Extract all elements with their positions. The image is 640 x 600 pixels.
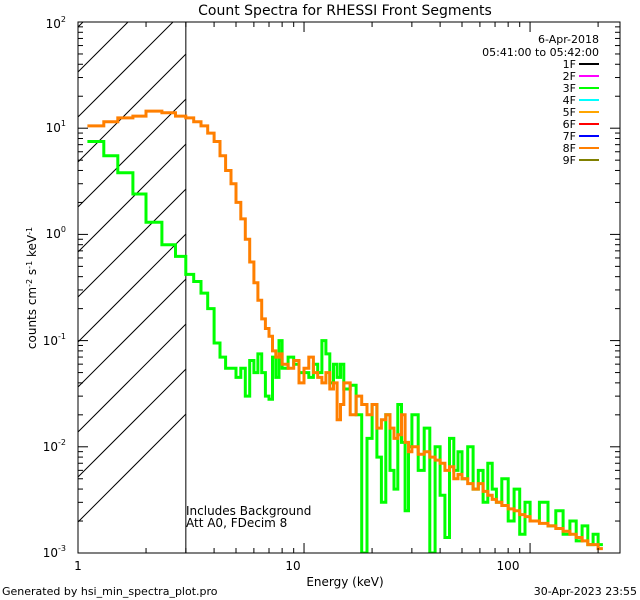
legend-entry-8F: 8F bbox=[563, 142, 599, 155]
series-3F bbox=[87, 140, 603, 553]
legend-entry-7F: 7F bbox=[563, 130, 599, 143]
hatch-line-11 bbox=[78, 188, 187, 298]
y-tick-label-1e1: 101 bbox=[46, 119, 66, 135]
legend-label-3F: 3F bbox=[563, 82, 576, 95]
axis-ticks bbox=[77, 21, 620, 554]
hatch-line-10 bbox=[78, 143, 187, 253]
x-tick-label-100: 100 bbox=[497, 559, 520, 573]
annotation-background: Includes Background bbox=[186, 504, 311, 518]
plot-background bbox=[78, 22, 620, 553]
y-tick-label-1e2: 102 bbox=[46, 15, 66, 31]
legend-label-5F: 5F bbox=[563, 106, 576, 119]
series-8F bbox=[87, 109, 603, 551]
hatch-line-12 bbox=[78, 233, 187, 343]
hatch-line-6 bbox=[78, 22, 129, 73]
legend-label-9F: 9F bbox=[563, 154, 576, 167]
y-axis-label: counts cm-2 s-1 keV-1 bbox=[25, 227, 40, 349]
excluded-region-hatch bbox=[78, 22, 187, 523]
series-group bbox=[87, 109, 603, 553]
y-tick-label-1e0: 100 bbox=[46, 225, 66, 241]
legend-entry-4F: 4F bbox=[563, 94, 599, 107]
annotation-attenuator: Att A0, FDecim 8 bbox=[186, 516, 287, 530]
y-tick-label-1e-2: 10-2 bbox=[43, 438, 66, 454]
x-tick-label-10: 10 bbox=[285, 559, 300, 573]
legend-label-2F: 2F bbox=[563, 70, 576, 83]
legend-entry-5F: 5F bbox=[563, 106, 599, 119]
footer-timestamp: 30-Apr-2023 23:55 bbox=[534, 585, 637, 598]
legend-entry-2F: 2F bbox=[563, 70, 599, 83]
legend-entry-9F: 9F bbox=[563, 154, 599, 167]
hatch-line-8 bbox=[78, 53, 187, 163]
legend-date: 6-Apr-2018 bbox=[538, 33, 599, 46]
legend-label-4F: 4F bbox=[563, 94, 576, 107]
plot-frame bbox=[77, 21, 621, 554]
legend-label-1F: 1F bbox=[563, 58, 576, 71]
hatch-line-9 bbox=[78, 98, 187, 208]
legend-entry-6F: 6F bbox=[563, 118, 599, 131]
legend-time-range: 05:41:00 to 05:42:00 bbox=[482, 46, 599, 59]
legend-entry-3F: 3F bbox=[563, 82, 599, 95]
y-tick-label-1e-3: 10-3 bbox=[43, 544, 66, 560]
hatch-line-15 bbox=[78, 368, 187, 478]
hatch-line-7 bbox=[78, 22, 174, 118]
legend-label-7F: 7F bbox=[563, 130, 576, 143]
hatch-line-13 bbox=[78, 278, 187, 388]
legend-label-6F: 6F bbox=[563, 118, 576, 131]
legend-label-8F: 8F bbox=[563, 142, 576, 155]
footer-generated-by: Generated by hsi_min_spectra_plot.pro bbox=[2, 585, 218, 598]
legend-entry-1F: 1F bbox=[563, 58, 599, 71]
chart-title: Count Spectra for RHESSI Front Segments bbox=[198, 3, 492, 19]
hatch-line-14 bbox=[78, 323, 187, 433]
x-tick-label-1: 1 bbox=[74, 559, 82, 573]
hatch-line-16 bbox=[78, 413, 187, 523]
x-axis-label: Energy (keV) bbox=[306, 575, 383, 589]
y-tick-label-1e-1: 10-1 bbox=[43, 332, 66, 348]
